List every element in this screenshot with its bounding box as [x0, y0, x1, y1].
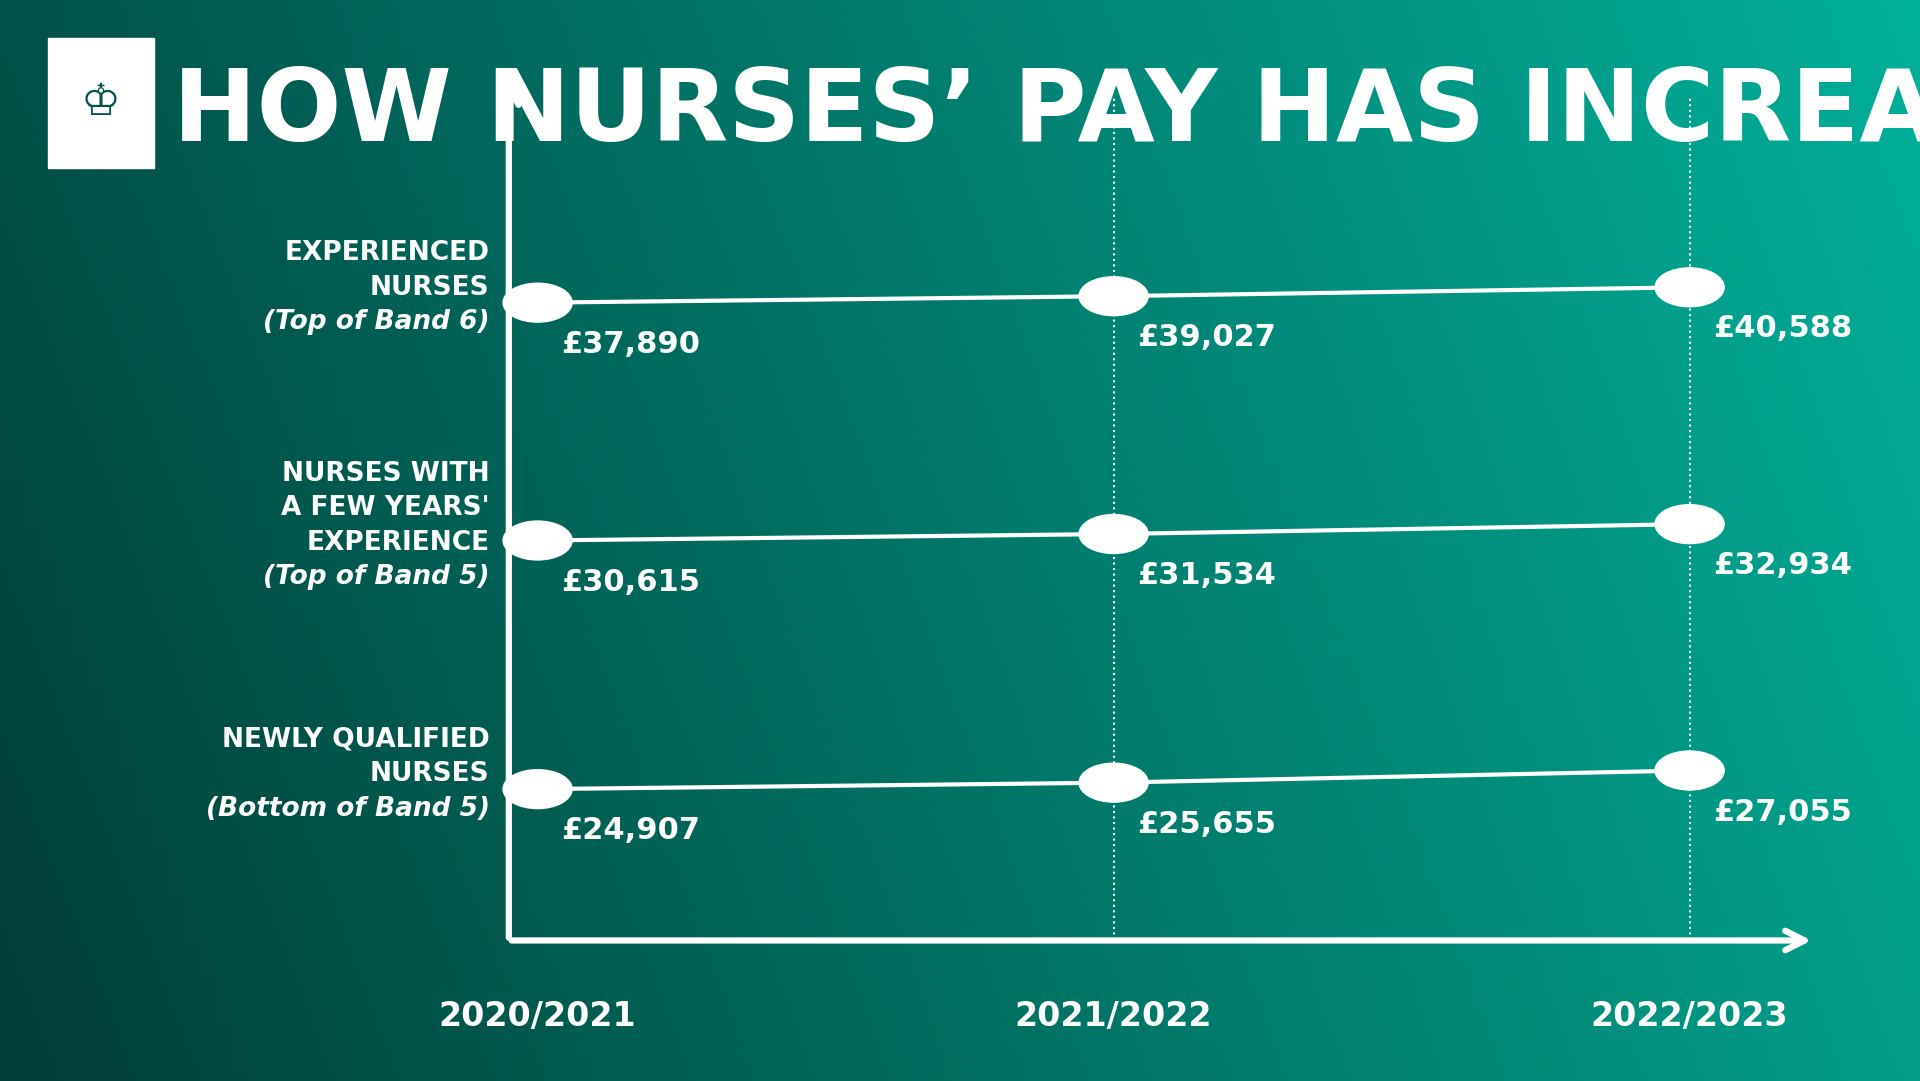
- Text: 2022/2023: 2022/2023: [1592, 1000, 1788, 1033]
- Circle shape: [1655, 505, 1724, 544]
- Text: NURSES: NURSES: [371, 761, 490, 787]
- Text: ♔: ♔: [81, 81, 121, 124]
- Text: £40,588: £40,588: [1713, 315, 1851, 344]
- Text: £27,055: £27,055: [1713, 798, 1851, 827]
- Text: £30,615: £30,615: [561, 568, 699, 597]
- Text: NURSES WITH: NURSES WITH: [282, 461, 490, 486]
- Text: (Top of Band 5): (Top of Band 5): [263, 564, 490, 590]
- Text: £37,890: £37,890: [561, 330, 699, 359]
- Text: A FEW YEARS': A FEW YEARS': [280, 495, 490, 521]
- Circle shape: [1079, 763, 1148, 802]
- Text: EXPERIENCED: EXPERIENCED: [284, 240, 490, 266]
- Circle shape: [503, 283, 572, 322]
- Text: EXPERIENCE: EXPERIENCE: [307, 530, 490, 556]
- Circle shape: [503, 521, 572, 560]
- Circle shape: [1655, 751, 1724, 790]
- Text: HOW NURSES’ PAY HAS INCREASED: HOW NURSES’ PAY HAS INCREASED: [173, 65, 1920, 162]
- Text: £25,655: £25,655: [1137, 810, 1275, 839]
- Circle shape: [1079, 515, 1148, 553]
- Text: £24,907: £24,907: [561, 816, 699, 845]
- Text: £32,934: £32,934: [1713, 551, 1851, 580]
- Circle shape: [1655, 268, 1724, 307]
- Bar: [48, 38, 154, 168]
- Text: 2020/2021: 2020/2021: [440, 1000, 636, 1033]
- Circle shape: [503, 770, 572, 809]
- Text: 2021/2022: 2021/2022: [1016, 1000, 1212, 1033]
- Text: (Top of Band 6): (Top of Band 6): [263, 309, 490, 335]
- Text: (Bottom of Band 5): (Bottom of Band 5): [205, 796, 490, 822]
- Text: NEWLY QUALIFIED: NEWLY QUALIFIED: [223, 726, 490, 752]
- Text: NURSES: NURSES: [371, 275, 490, 301]
- Text: £39,027: £39,027: [1137, 323, 1275, 352]
- Circle shape: [1079, 277, 1148, 316]
- Text: £31,534: £31,534: [1137, 561, 1275, 590]
